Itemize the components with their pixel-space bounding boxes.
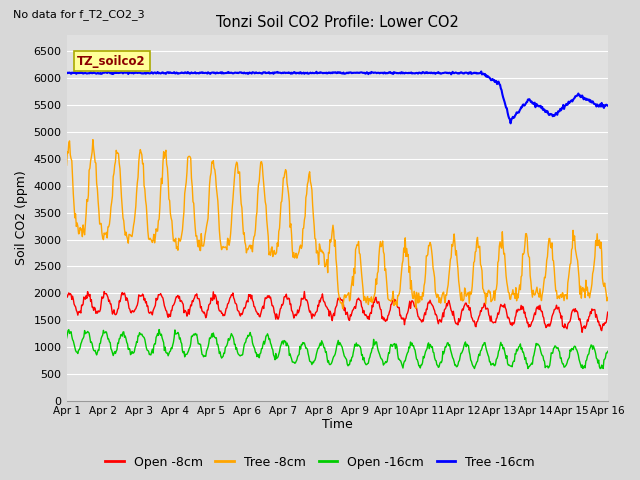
Legend: Open -8cm, Tree -8cm, Open -16cm, Tree -16cm: Open -8cm, Tree -8cm, Open -16cm, Tree -… xyxy=(100,451,540,474)
Y-axis label: Soil CO2 (ppm): Soil CO2 (ppm) xyxy=(15,171,28,265)
Line: Tree -16cm: Tree -16cm xyxy=(67,72,608,123)
Tree -8cm xyxy=(404,252,412,257)
Open -16cm xyxy=(470,366,478,372)
Open -8cm xyxy=(419,318,427,324)
Line: Open -16cm: Open -16cm xyxy=(67,330,608,369)
Title: Tonzi Soil CO2 Profile: Lower CO2: Tonzi Soil CO2 Profile: Lower CO2 xyxy=(216,15,458,30)
Open -16cm xyxy=(184,350,191,356)
Tree -8cm xyxy=(129,228,136,234)
Open -8cm xyxy=(183,313,191,319)
Line: Open -8cm: Open -8cm xyxy=(67,291,608,332)
Text: TZ_soilco2: TZ_soilco2 xyxy=(77,55,146,68)
Tree -16cm xyxy=(507,120,515,126)
Line: Tree -8cm: Tree -8cm xyxy=(67,140,608,309)
Open -16cm xyxy=(128,348,136,354)
Open -8cm xyxy=(72,307,80,313)
Open -8cm xyxy=(63,292,70,298)
Open -16cm xyxy=(212,335,220,341)
Open -16cm xyxy=(404,350,412,356)
Tree -16cm xyxy=(212,71,220,76)
Tree -16cm xyxy=(477,69,485,74)
Open -8cm xyxy=(604,309,612,315)
Open -8cm xyxy=(579,329,586,335)
Open -16cm xyxy=(63,336,70,341)
Tree -16cm xyxy=(128,70,136,76)
Tree -8cm xyxy=(72,224,80,229)
Open -16cm xyxy=(156,327,163,333)
Tree -8cm xyxy=(339,306,347,312)
Open -8cm xyxy=(404,310,412,316)
Tree -8cm xyxy=(604,295,612,300)
Open -16cm xyxy=(604,348,612,354)
Text: No data for f_T2_CO2_3: No data for f_T2_CO2_3 xyxy=(13,9,145,20)
Open -16cm xyxy=(419,354,427,360)
Tree -8cm xyxy=(420,283,428,288)
Tree -16cm xyxy=(63,70,70,75)
Tree -8cm xyxy=(63,162,70,168)
Tree -8cm xyxy=(89,137,97,143)
Tree -16cm xyxy=(403,70,411,76)
Tree -8cm xyxy=(184,155,191,160)
Open -8cm xyxy=(301,288,308,294)
Tree -16cm xyxy=(183,71,191,76)
Open -8cm xyxy=(212,292,220,298)
Tree -8cm xyxy=(212,184,220,190)
Open -8cm xyxy=(128,308,136,314)
X-axis label: Time: Time xyxy=(322,419,353,432)
Tree -16cm xyxy=(72,71,80,77)
Tree -16cm xyxy=(419,69,426,75)
Tree -16cm xyxy=(604,103,612,108)
Open -16cm xyxy=(72,349,80,355)
